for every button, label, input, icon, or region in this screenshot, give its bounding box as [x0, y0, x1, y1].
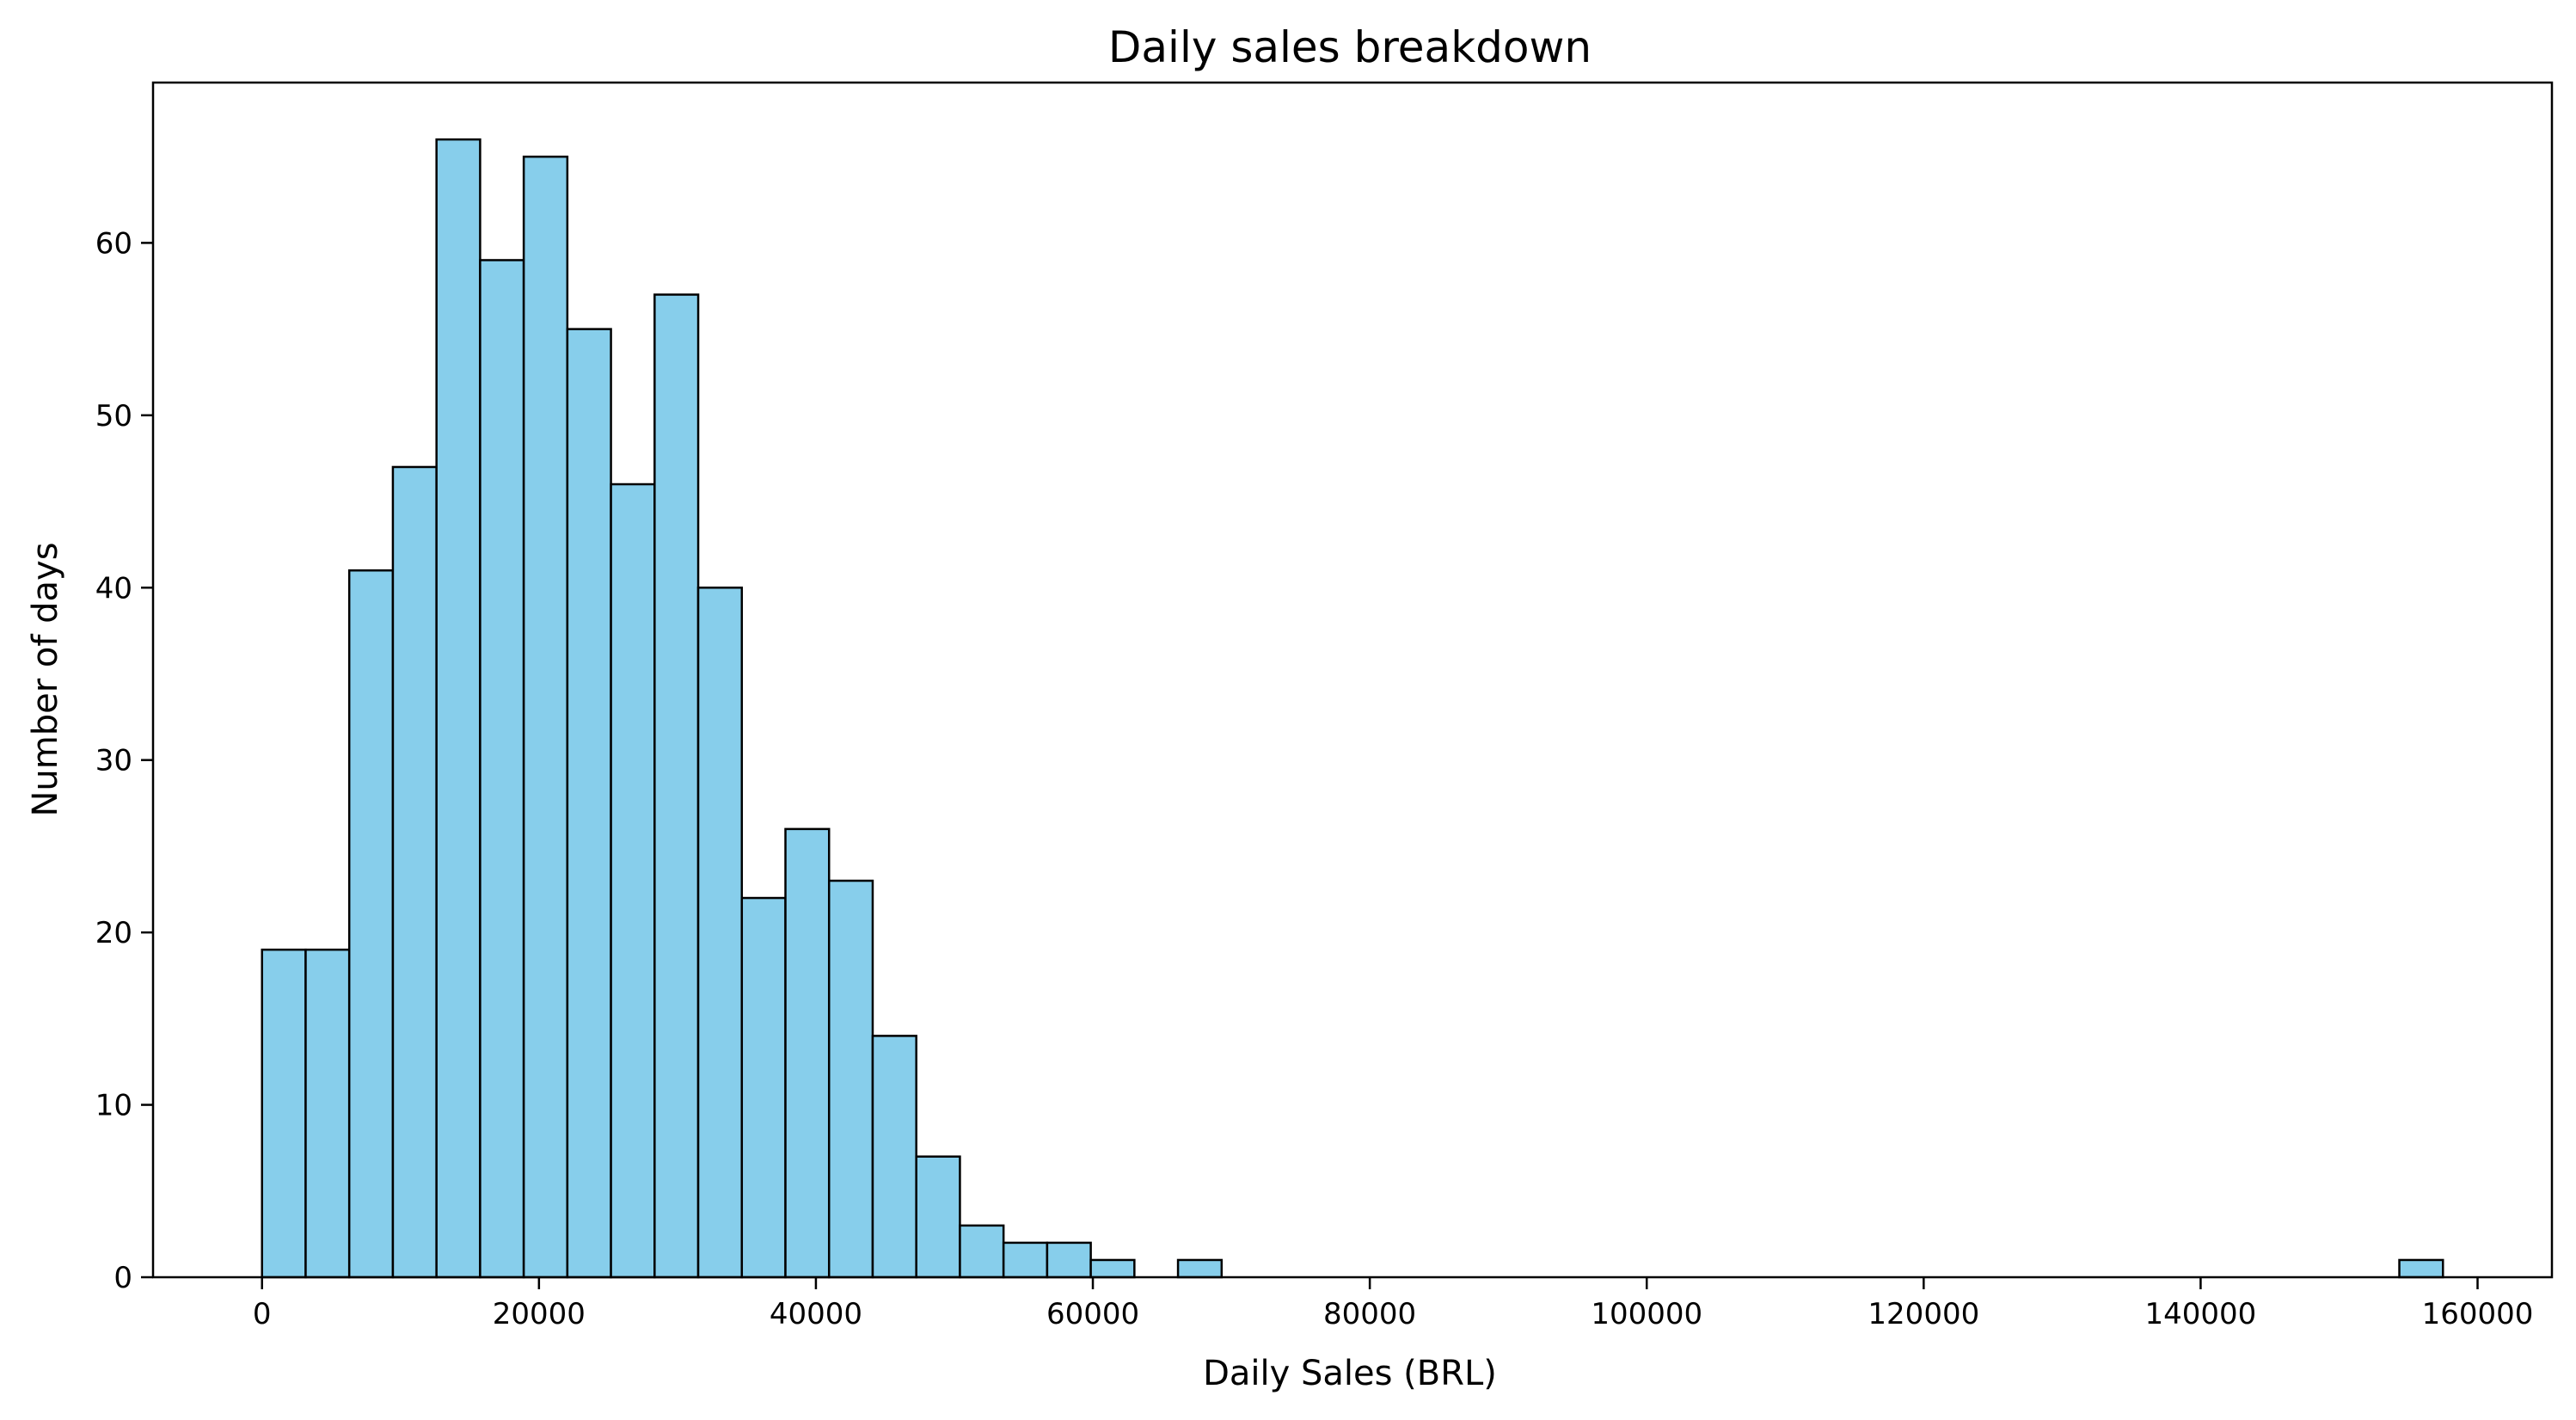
histogram-bar-13	[827, 879, 874, 1279]
chart-title: Daily sales breakdown	[1108, 22, 1592, 72]
histogram-bar-0	[261, 948, 307, 1279]
histogram-bar-10	[696, 587, 744, 1279]
histogram-bar-14	[871, 1035, 917, 1279]
y-tick-label-2: 20	[95, 916, 132, 950]
histogram-bar-16	[959, 1224, 1005, 1279]
histogram-bar-21	[2398, 1258, 2444, 1279]
y-tick-label-1: 10	[95, 1089, 132, 1123]
histogram-bar-12	[784, 827, 831, 1279]
histogram-bar-7	[566, 328, 612, 1279]
x-tick-label-0: 0	[253, 1297, 272, 1331]
histogram-bar-11	[740, 896, 787, 1279]
x-tick-label-3: 60000	[1046, 1297, 1139, 1331]
histogram-bar-2	[347, 569, 395, 1279]
x-axis-label: Daily Sales (BRL)	[1203, 1354, 1497, 1393]
x-tick-label-7: 140000	[2145, 1297, 2257, 1331]
x-tick-label-1: 20000	[493, 1297, 586, 1331]
y-tick-label-5: 50	[95, 399, 132, 433]
histogram-bar-17	[1002, 1241, 1049, 1279]
histogram-bar-3	[391, 465, 438, 1279]
x-tick-label-8: 160000	[2422, 1297, 2534, 1331]
histogram-bar-6	[522, 155, 569, 1279]
x-tick-label-4: 80000	[1323, 1297, 1416, 1331]
x-tick-label-5: 100000	[1591, 1297, 1702, 1331]
histogram-bar-18	[1046, 1241, 1092, 1279]
histogram-bar-15	[915, 1155, 961, 1279]
y-tick-label-6: 60	[95, 226, 132, 261]
y-axis-ticks: 0 10 20 30 40 50 60	[95, 226, 153, 1295]
histogram-bar-9	[653, 293, 700, 1279]
bars-group	[261, 138, 2444, 1279]
x-tick-label-2: 40000	[770, 1297, 862, 1331]
x-tick-label-6: 120000	[1868, 1297, 1979, 1331]
histogram-bar-4	[435, 138, 481, 1279]
histogram-bar-20	[1176, 1258, 1224, 1279]
histogram-bar-19	[1089, 1258, 1136, 1279]
x-axis-ticks: 0 20000 40000 60000 80000 100000 120000 140000 1…	[253, 1277, 2533, 1331]
y-tick-label-0: 0	[113, 1261, 132, 1295]
plot-frame	[151, 81, 2554, 1279]
histogram-bar-8	[610, 483, 656, 1279]
y-tick-label-3: 30	[95, 744, 132, 778]
y-tick-label-4: 40	[95, 571, 132, 605]
y-axis-label: Number of days	[26, 542, 65, 816]
histogram-bar-5	[479, 259, 525, 1279]
histogram-bar-1	[304, 948, 351, 1279]
